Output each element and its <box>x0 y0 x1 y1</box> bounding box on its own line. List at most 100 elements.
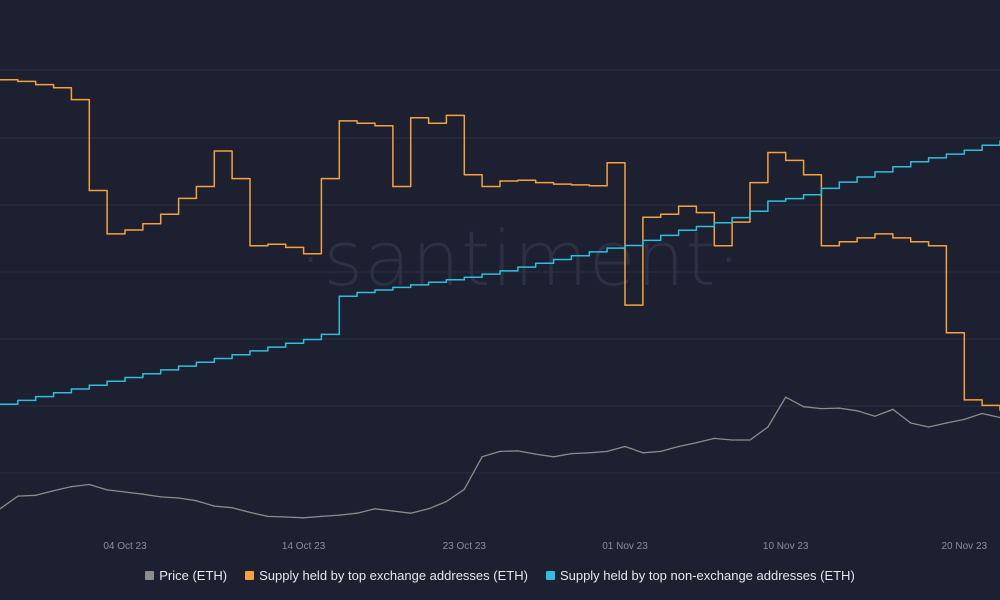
data-point-price-15 <box>267 515 269 518</box>
data-point-non-exchange-supply-12 <box>213 357 216 360</box>
data-point-exchange-supply-4 <box>70 98 73 101</box>
legend-label-exchange-supply: Supply held by top exchange addresses (E… <box>259 568 528 583</box>
data-point-non-exchange-supply-36 <box>642 239 644 242</box>
data-point-exchange-supply-6 <box>106 233 108 235</box>
data-point-price-33 <box>588 452 591 454</box>
data-point-price-54 <box>963 418 966 421</box>
data-point-exchange-supply-44 <box>784 159 787 162</box>
data-point-exchange-supply-40 <box>713 245 716 247</box>
data-point-exchange-supply-42 <box>749 181 751 184</box>
data-point-price-35 <box>624 445 626 448</box>
data-point-price-17 <box>302 517 305 519</box>
data-point-non-exchange-supply-54 <box>963 149 966 152</box>
data-point-exchange-supply-13 <box>231 177 233 180</box>
legend-item-price[interactable]: Price (ETH) <box>145 568 227 583</box>
data-point-non-exchange-supply-40 <box>713 221 716 224</box>
series-line-price <box>0 396 1000 519</box>
data-point-price-8 <box>142 493 144 496</box>
data-point-non-exchange-supply-52 <box>927 157 930 159</box>
data-point-non-exchange-supply-14 <box>249 350 251 352</box>
data-point-price-1 <box>17 495 19 497</box>
x-tick-label-2: 23 Oct 23 <box>443 541 487 552</box>
data-point-non-exchange-supply-3 <box>52 392 55 394</box>
data-point-non-exchange-supply-23 <box>409 284 412 286</box>
data-point-exchange-supply-28 <box>499 180 501 182</box>
data-point-exchange-supply-16 <box>284 246 287 249</box>
data-point-non-exchange-supply-9 <box>159 369 162 371</box>
data-point-exchange-supply-2 <box>34 83 37 86</box>
data-point-price-13 <box>231 506 233 509</box>
legend-item-exchange-supply[interactable]: Supply held by top exchange addresses (E… <box>245 568 528 583</box>
data-point-price-37 <box>659 450 662 453</box>
data-point-non-exchange-supply-5 <box>88 384 91 387</box>
data-point-non-exchange-supply-7 <box>124 376 126 379</box>
data-point-price-25 <box>445 500 448 503</box>
data-point-price-0 <box>0 508 1 510</box>
data-point-non-exchange-supply-34 <box>606 247 608 249</box>
watermark: ·santiment· <box>298 214 741 303</box>
data-point-non-exchange-supply-49 <box>874 171 876 173</box>
data-point-price-45 <box>802 405 805 408</box>
data-point-price-38 <box>677 445 680 448</box>
data-point-price-16 <box>284 516 287 518</box>
data-point-exchange-supply-31 <box>552 183 555 185</box>
data-point-price-10 <box>177 497 180 499</box>
data-point-price-5 <box>88 483 91 486</box>
data-point-price-34 <box>606 450 608 453</box>
data-point-exchange-supply-32 <box>570 184 573 186</box>
data-point-exchange-supply-23 <box>409 117 412 119</box>
data-point-exchange-supply-5 <box>88 189 91 192</box>
data-point-price-53 <box>945 422 948 424</box>
data-point-non-exchange-supply-45 <box>802 194 805 196</box>
data-point-non-exchange-supply-27 <box>481 273 483 275</box>
data-point-price-24 <box>427 508 430 510</box>
data-point-non-exchange-supply-6 <box>106 380 108 383</box>
data-point-exchange-supply-37 <box>659 213 662 215</box>
data-point-non-exchange-supply-55 <box>981 144 983 146</box>
data-point-non-exchange-supply-18 <box>320 333 323 336</box>
data-point-price-2 <box>34 494 37 497</box>
data-point-exchange-supply-29 <box>517 179 519 181</box>
legend-item-non-exchange-supply[interactable]: Supply held by top non-exchange addresse… <box>545 568 855 583</box>
data-point-non-exchange-supply-30 <box>534 262 537 265</box>
data-point-non-exchange-supply-48 <box>856 176 858 178</box>
data-point-exchange-supply-17 <box>302 252 305 255</box>
data-point-price-39 <box>695 441 698 444</box>
data-point-exchange-supply-18 <box>320 177 323 180</box>
data-point-exchange-supply-14 <box>249 245 251 247</box>
data-point-non-exchange-supply-20 <box>356 291 358 294</box>
data-point-non-exchange-supply-53 <box>945 153 948 155</box>
data-point-exchange-supply-10 <box>177 197 180 200</box>
data-point-non-exchange-supply-15 <box>267 346 269 348</box>
data-point-exchange-supply-48 <box>856 237 858 239</box>
data-point-non-exchange-supply-11 <box>195 361 198 364</box>
data-point-price-12 <box>213 505 216 507</box>
data-point-price-14 <box>249 511 251 514</box>
data-point-non-exchange-supply-19 <box>338 295 341 298</box>
data-point-price-11 <box>195 499 198 502</box>
data-point-price-40 <box>713 437 716 440</box>
data-point-non-exchange-supply-29 <box>517 266 519 268</box>
data-point-exchange-supply-55 <box>981 404 983 407</box>
data-point-price-41 <box>731 439 733 441</box>
data-point-exchange-supply-39 <box>695 211 698 214</box>
data-point-non-exchange-supply-32 <box>570 254 573 257</box>
data-point-exchange-supply-51 <box>909 241 912 243</box>
x-tick-label-5: 20 Nov 23 <box>941 541 987 552</box>
data-point-non-exchange-supply-26 <box>463 276 466 279</box>
legend-swatch-exchange-supply <box>245 571 255 580</box>
data-point-exchange-supply-52 <box>927 245 930 247</box>
data-point-exchange-supply-49 <box>874 233 876 235</box>
data-point-price-28 <box>499 450 501 453</box>
data-point-exchange-supply-26 <box>463 173 466 176</box>
data-point-non-exchange-supply-22 <box>392 286 394 289</box>
data-point-exchange-supply-46 <box>820 245 823 247</box>
data-point-exchange-supply-25 <box>445 114 448 117</box>
data-point-price-26 <box>463 488 466 491</box>
x-tick-label-0: 04 Oct 23 <box>103 541 147 552</box>
data-point-price-50 <box>892 408 894 411</box>
legend-swatch-non-exchange-supply <box>545 571 555 580</box>
data-point-price-29 <box>517 450 519 452</box>
data-point-exchange-supply-38 <box>677 205 680 208</box>
data-point-exchange-supply-30 <box>534 181 537 184</box>
